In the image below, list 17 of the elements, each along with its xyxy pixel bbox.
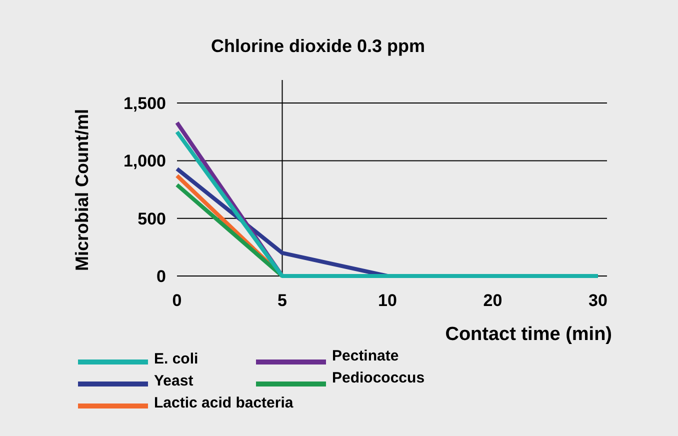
legend-label: Yeast [154,372,194,390]
y-tick-label: 1,500 [123,94,166,114]
x-tick-label: 5 [278,291,287,310]
y-tick-label: 0 [156,266,166,286]
x-tick-label: 20 [483,291,502,310]
x-tick-label: 10 [378,291,397,310]
legend-label: Pediococcus [332,370,425,386]
legend-label: Pectinate [332,348,399,364]
x-tick-label: 0 [172,291,182,310]
x-tick-label: 30 [588,291,608,310]
y-axis-title: Microbial Count/ml [72,109,92,271]
x-axis-title: Contact time (min) [445,324,612,345]
y-tick-label: 500 [138,209,166,228]
legend-label: Lactic acid bacteria [154,394,294,412]
y-tick-label: 1,000 [123,152,166,171]
chart-title: Chlorine dioxide 0.3 ppm [210,36,426,56]
legend-label: E. coli [154,350,198,368]
